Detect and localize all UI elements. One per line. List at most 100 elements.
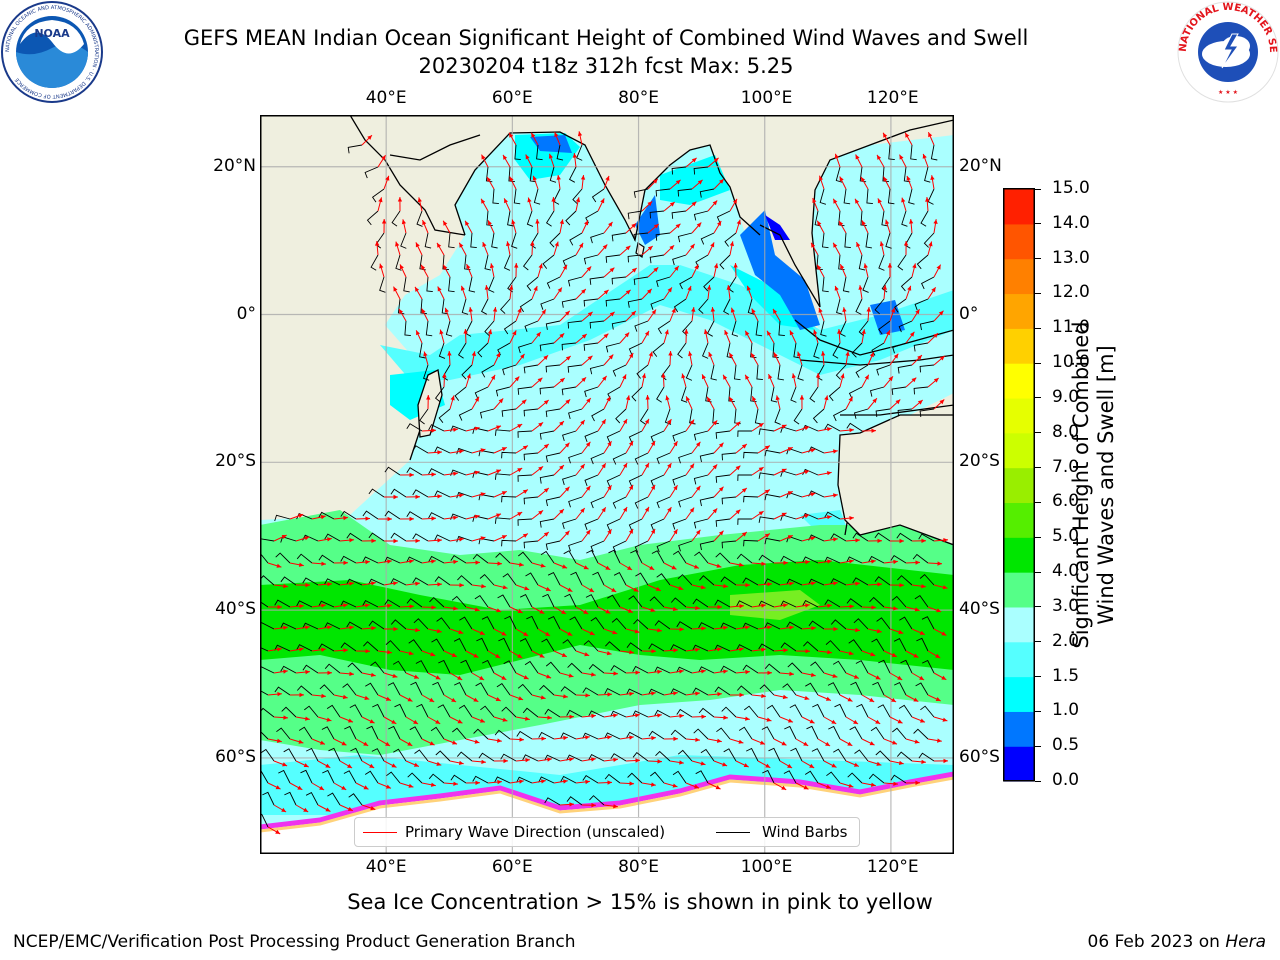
- wind-barb: [918, 752, 935, 762]
- wave-arrow: [707, 692, 722, 697]
- lon-tick-top: 80°E: [618, 88, 659, 108]
- wind-barb: [384, 599, 401, 608]
- wave-arrow: [889, 628, 904, 635]
- wave-arrow: [554, 131, 561, 146]
- wind-barb: [764, 537, 781, 545]
- wind-barb: [693, 728, 709, 740]
- wave-arrow: [735, 582, 751, 588]
- wind-barb: [699, 575, 715, 586]
- wind-barb: [897, 364, 913, 374]
- wind-barb: [670, 688, 687, 696]
- wave-arrow: [514, 262, 519, 278]
- wind-barb: [366, 210, 379, 226]
- wave-arrow: [625, 628, 640, 634]
- wave-arrow: [415, 330, 423, 344]
- wave-arrow: [311, 514, 326, 520]
- wave-arrow: [575, 376, 587, 388]
- wave-arrow: [603, 484, 612, 498]
- wave-arrow: [861, 694, 875, 703]
- wind-barb: [379, 276, 386, 293]
- wind-barb: [284, 791, 297, 806]
- wind-barb: [612, 452, 627, 465]
- wave-arrow: [927, 332, 939, 344]
- wind-barb: [693, 430, 709, 441]
- wind-barb: [833, 408, 847, 422]
- wind-barb: [458, 704, 473, 718]
- wind-barbs: [260, 144, 938, 828]
- wind-barb: [651, 550, 665, 564]
- wind-barb: [503, 254, 511, 271]
- lon-tick-bottom: 40°E: [365, 857, 407, 877]
- wind-barb: [533, 188, 541, 205]
- colorbar-tick-mark: [1035, 536, 1041, 538]
- wave-arrow: [466, 263, 473, 278]
- wave-arrow: [861, 605, 877, 610]
- wind-barb: [318, 643, 335, 652]
- wind-barb: [814, 210, 822, 227]
- wave-arrow: [842, 307, 847, 322]
- wind-barb: [680, 386, 688, 403]
- wind-barb: [919, 364, 935, 373]
- colorbar-bin: [1004, 746, 1034, 782]
- wave-arrow: [641, 462, 650, 476]
- wind-barb: [721, 452, 737, 461]
- wave-arrow: [531, 779, 546, 784]
- wind-barb: [851, 342, 863, 358]
- wind-barb: [759, 684, 775, 696]
- wave-arrow: [399, 694, 413, 702]
- wind-barb: [260, 689, 269, 696]
- wave-arrow: [603, 396, 611, 410]
- wave-arrow: [933, 264, 942, 278]
- wind-barb: [758, 600, 775, 608]
- wave-arrow: [405, 538, 421, 543]
- wave-arrow: [268, 604, 282, 610]
- wind-barb: [477, 342, 489, 358]
- wind-barb: [544, 754, 561, 762]
- wave-arrow: [401, 219, 407, 234]
- colorbar-bin: [1004, 328, 1034, 364]
- wave-arrow: [625, 584, 639, 592]
- wave-arrow: [922, 153, 929, 168]
- wind-barb: [930, 144, 938, 161]
- wind-barb: [700, 232, 715, 245]
- wave-arrow: [449, 395, 455, 410]
- lat-tick-right: 40°S: [959, 599, 1000, 620]
- wave-arrow: [267, 826, 281, 835]
- wave-arrow: [647, 628, 662, 633]
- wind-barb: [431, 638, 445, 652]
- wave-arrow: [597, 419, 607, 432]
- wave-arrow: [553, 694, 568, 699]
- wave-arrow: [795, 649, 811, 654]
- noaa-logo: NATIONAL OCEANIC AND ATMOSPHERIC ADMINIS…: [1, 1, 103, 103]
- wave-arrow: [421, 694, 435, 703]
- wave-arrow: [515, 628, 529, 637]
- wave-arrow: [901, 197, 907, 212]
- lat-tick-left: 40°S: [215, 599, 256, 620]
- wave-arrow: [817, 559, 832, 564]
- wind-barb: [921, 276, 935, 290]
- wind-barb: [628, 595, 643, 608]
- wave-arrow: [553, 606, 567, 615]
- wind-barb: [583, 254, 599, 265]
- wind-barb: [298, 726, 313, 740]
- wave-arrow: [421, 605, 437, 610]
- wave-arrow: [854, 198, 863, 212]
- wave-arrow: [861, 220, 869, 234]
- wave-arrow: [333, 648, 349, 653]
- wave-arrow: [597, 244, 608, 256]
- wind-barb: [474, 594, 489, 608]
- wave-arrow: [861, 782, 876, 787]
- wave-arrow: [795, 738, 809, 747]
- wind-barb: [276, 727, 291, 740]
- wind-barb: [344, 725, 357, 740]
- wave-arrow: [339, 581, 354, 586]
- wave-arrow: [339, 716, 354, 723]
- wave-arrow: [866, 306, 871, 322]
- wave-arrow: [724, 329, 731, 344]
- wave-arrow: [889, 672, 903, 681]
- wave-arrow: [867, 760, 882, 766]
- wave-arrow: [556, 175, 561, 190]
- wave-arrow: [823, 449, 838, 454]
- wind-barb: [434, 386, 445, 403]
- wind-barb: [843, 188, 851, 205]
